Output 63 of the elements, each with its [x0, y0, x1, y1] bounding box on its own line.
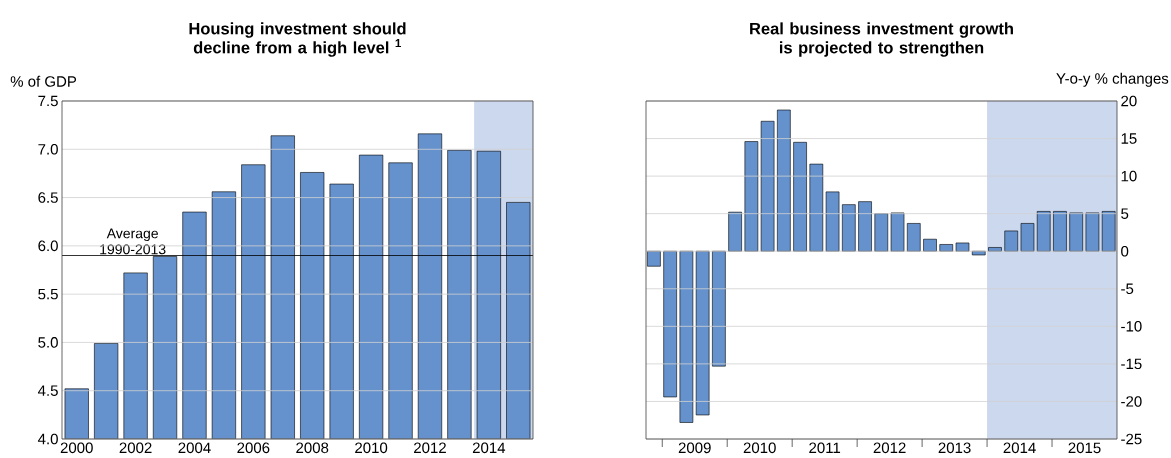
y-tick-label: 10 — [1121, 170, 1137, 182]
y-tick-label: 5.5 — [38, 288, 58, 300]
y-tick-label: -15 — [1121, 358, 1142, 370]
bar — [647, 250, 661, 267]
y-axis-title: Y-o-y % changes — [1056, 72, 1169, 87]
bar — [712, 250, 726, 367]
y-tick-label: 4.5 — [37, 385, 58, 396]
y-tick-label: 15 — [1121, 133, 1137, 144]
y-tick-label: -20 — [1121, 396, 1142, 407]
y-tick-label: 6.5 — [38, 192, 58, 203]
x-tick-label: 2008 — [296, 442, 329, 454]
bar — [906, 223, 921, 252]
x-tick-label: 2010 — [743, 442, 776, 454]
bar — [874, 213, 889, 252]
bar — [1020, 223, 1035, 252]
x-tick-label: 2012 — [873, 442, 906, 454]
y-tick-label: 0 — [1121, 245, 1129, 257]
bar — [728, 211, 742, 252]
bar — [1069, 212, 1083, 252]
bar — [842, 204, 856, 252]
bar — [793, 142, 807, 252]
bar — [1004, 230, 1019, 252]
y-tick-label: 4.0 — [37, 433, 58, 445]
bar — [777, 109, 791, 252]
bar — [890, 212, 905, 252]
y-tick-label: 7.0 — [38, 143, 58, 155]
chart-title: Real business investment growth is projected to strengthen — [750, 22, 1013, 57]
x-tick-label: 2014 — [472, 442, 506, 454]
x-tick-label: 2013 — [938, 442, 971, 454]
x-tick-label: 2006 — [237, 442, 270, 454]
y-tick-label: 20 — [1121, 95, 1137, 107]
bar — [939, 244, 954, 252]
x-tick-label: 2014 — [1003, 442, 1036, 454]
y-tick-label: -25 — [1121, 433, 1142, 445]
bar — [663, 250, 677, 398]
x-tick-label: 2011 — [809, 442, 841, 454]
x-tick-label: 2015 — [1068, 442, 1101, 454]
x-tick-label: 2004 — [178, 442, 211, 454]
x-tick-label: 2000 — [60, 442, 93, 454]
y-tick-label: 5 — [1121, 208, 1129, 219]
x-tick-label: 2012 — [414, 442, 446, 454]
y-axis-title: % of GDP — [10, 75, 77, 87]
bar — [955, 242, 970, 252]
bar — [858, 201, 872, 252]
bar — [809, 163, 824, 252]
y-tick-label: 6.0 — [38, 240, 58, 252]
y-tick-label: -10 — [1121, 321, 1142, 332]
ref-line-label: Average 1990-2013 — [100, 228, 166, 255]
bar — [971, 250, 986, 256]
chart-title: Housing investment should decline from a high level $^{1}$ — [189, 22, 406, 57]
x-tick-label: 2002 — [119, 442, 152, 454]
y-tick-label: -5 — [1121, 283, 1134, 294]
bar — [1085, 212, 1100, 252]
bar — [1053, 211, 1067, 252]
bar — [825, 191, 840, 252]
x-tick-label: 2009 — [678, 442, 711, 454]
bar — [1036, 211, 1051, 252]
bar — [988, 247, 1002, 252]
bar — [1101, 211, 1116, 252]
y-tick-label: 7.5 — [38, 95, 58, 107]
bar — [923, 238, 937, 252]
y-tick-label: 5.0 — [38, 337, 58, 348]
x-tick-label: 2010 — [355, 442, 388, 454]
